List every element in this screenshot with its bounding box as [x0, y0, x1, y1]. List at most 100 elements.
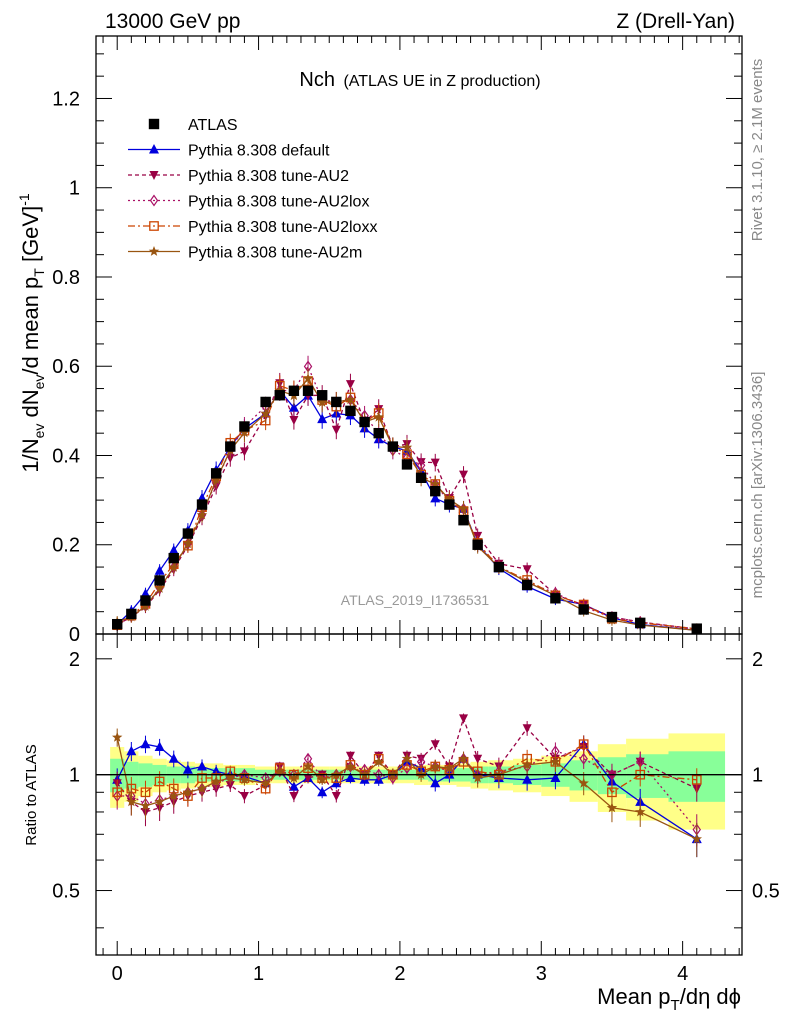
axis-ticks: [96, 36, 742, 955]
point-AU2m: [316, 396, 328, 407]
ratio-point-AU2: [430, 740, 440, 750]
point-AU2m: [182, 538, 194, 549]
legend-marker: [149, 171, 159, 180]
ratio-y-tick-label-right: 2: [752, 649, 763, 671]
point-default: [430, 492, 441, 503]
point-AU2m: [458, 503, 469, 514]
point-atlas: [550, 593, 561, 604]
analysis-watermark: ATLAS_2019_I1736531: [341, 592, 490, 608]
ratio-point-AU2loxx: [112, 787, 123, 798]
y-tick-label: 0.6: [52, 356, 80, 378]
ratio-point-AU2: [522, 724, 532, 734]
point-default: [288, 402, 299, 412]
ratio-point-default: [345, 772, 356, 783]
point-atlas: [458, 515, 469, 526]
ratio-point-default: [288, 781, 299, 791]
y-tick-label: 0.8: [52, 267, 80, 289]
ratio-point-AU2: [345, 751, 355, 761]
legend-label: Pythia 8.308 tune-AU2loxx: [188, 219, 377, 236]
ratio-point-default: [154, 741, 165, 752]
ratio-point-AU2m: [430, 761, 441, 771]
point-atlas: [260, 396, 271, 408]
y-tick-label: 0.4: [52, 445, 80, 467]
ratio-point-AU2m: [196, 783, 208, 794]
ratio-point-AU2: [289, 792, 299, 802]
ratio-point-AU2m: [472, 772, 483, 783]
point-atlas: [140, 595, 151, 606]
y-tick-label: 0: [69, 624, 80, 646]
plot-title-sub: (ATLAS UE in Z production): [343, 73, 540, 90]
point-AU2m: [196, 509, 208, 520]
point-atlas: [239, 421, 250, 432]
ratio-point-AU2m: [225, 772, 236, 783]
ratio-line-AU2loxx: [117, 743, 697, 797]
point-AU2: [289, 415, 299, 425]
ratio-point-AU2m: [168, 790, 179, 801]
ratio-point-default: [126, 745, 137, 756]
legend-item-AU2: Pythia 8.308 tune-AU2: [128, 168, 349, 185]
ratio-point-AU2m: [458, 753, 469, 764]
point-atlas: [274, 390, 285, 401]
point-AU2m: [345, 394, 356, 405]
point-AU2m: [444, 493, 455, 504]
ratio-point-AU2m: [239, 774, 250, 785]
point-atlas: [606, 611, 618, 623]
ratio-point-AU2loxx: [154, 776, 165, 787]
point-AU2m: [239, 427, 250, 438]
ratio-point-AU2m: [126, 796, 137, 807]
point-atlas: [154, 575, 165, 586]
legend-marker: [149, 144, 159, 154]
point-atlas: [578, 604, 589, 615]
point-atlas: [415, 472, 427, 484]
legend-label: ATLAS: [188, 117, 238, 134]
ratio-point-AU2lox: [579, 752, 588, 765]
ratio-point-AU2m: [274, 765, 285, 776]
ratio-point-AU2m: [444, 762, 455, 773]
point-AU2m: [260, 408, 271, 418]
point-AU2: [459, 470, 469, 480]
point-atlas: [521, 579, 533, 591]
ratio-point-AU2lox: [374, 768, 383, 781]
main-panel-series: [112, 355, 702, 634]
point-atlas: [401, 459, 413, 470]
plot-title-main: Nch: [299, 69, 335, 91]
x-tick-label: 0: [112, 963, 123, 985]
mcplots-label: mcplots.cern.ch [arXiv:1306.3436]: [749, 372, 766, 599]
ratio-point-default: [550, 772, 561, 783]
point-atlas: [168, 552, 179, 564]
ylabel-top: 1/Nev dNev/d mean pT [GeV]-1: [16, 193, 47, 473]
legend-marker: [148, 118, 160, 130]
point-atlas: [316, 390, 328, 401]
point-AU2: [345, 380, 355, 390]
ratio-point-AU2m: [373, 756, 384, 767]
point-AU2m: [154, 583, 165, 593]
axis-tick-labels: 0 1 2 3 4 0 0.2 0.4 0.6 0.8 1 1.2 0.5 0.5 1 1 2 2: [52, 88, 780, 985]
ratio-point-AU2m: [288, 772, 300, 783]
legend-item-atlas: ATLAS: [148, 117, 238, 134]
x-tick-label: 2: [394, 963, 405, 985]
series-atlas: [112, 385, 702, 634]
header-left: 13000 GeV pp: [105, 10, 240, 33]
point-AU2m: [210, 474, 222, 485]
ratio-point-AU2m: [550, 756, 561, 767]
x-tick-label: 3: [536, 963, 547, 985]
point-atlas: [635, 617, 646, 629]
legend-item-AU2lox: Pythia 8.308 tune-AU2lox: [128, 194, 369, 211]
ratio-point-AU2m: [521, 759, 533, 770]
point-default: [168, 545, 179, 555]
point-AU2: [430, 458, 440, 468]
ratio-y-tick-label: 1: [69, 765, 80, 787]
ratio-y-tick-label-right: 0.5: [752, 881, 780, 903]
ratio-point-AU2m: [578, 777, 589, 788]
ratio-point-AU2: [239, 792, 249, 802]
ratio-point-AU2: [459, 714, 469, 724]
xlabel: Mean pT/dη dϕ: [597, 984, 741, 1014]
y-tick-label: 1: [69, 178, 80, 200]
ratio-point-default: [182, 764, 193, 774]
ratio-point-AU2loxx: [578, 739, 589, 750]
point-atlas: [196, 499, 208, 510]
legend-item-AU2m: Pythia 8.308 tune-AU2m: [128, 245, 362, 262]
ratio-point-AU2loxx: [691, 774, 702, 785]
point-atlas: [472, 539, 483, 550]
point-AU2: [522, 565, 532, 575]
